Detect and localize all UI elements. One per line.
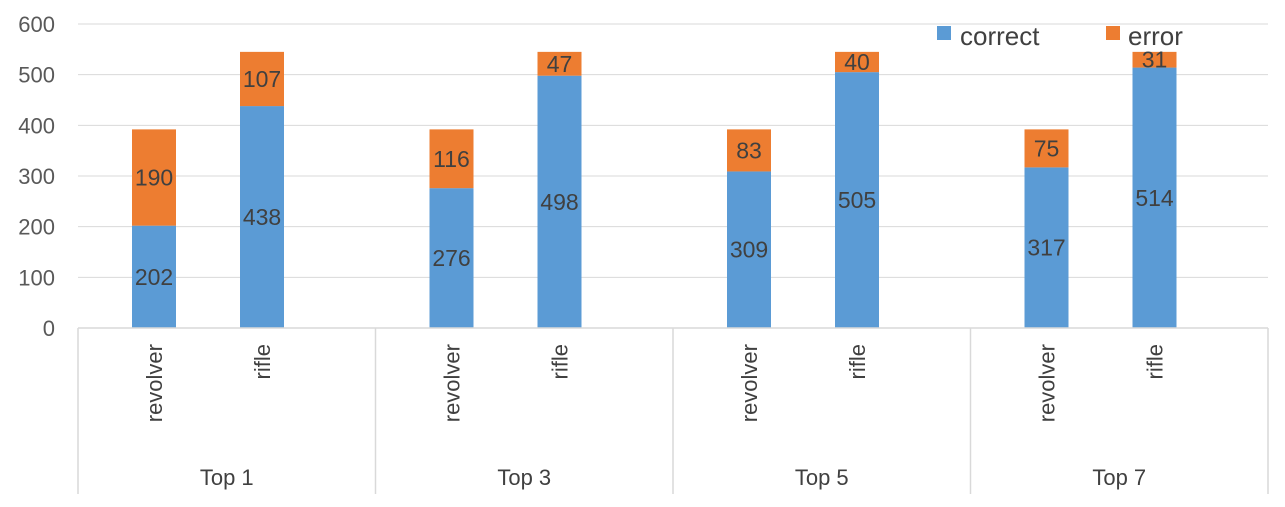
data-label: 190 xyxy=(135,165,173,191)
category-label: rifle xyxy=(548,344,573,379)
legend-label-error: error xyxy=(1128,21,1183,51)
y-tick-label: 0 xyxy=(43,316,55,341)
bar-correct xyxy=(835,72,879,328)
legend-swatch-correct xyxy=(937,26,951,40)
data-label: 276 xyxy=(432,245,470,271)
bar-error xyxy=(132,129,176,226)
category-label: rifle xyxy=(1143,344,1168,379)
group-label: Top 7 xyxy=(1092,465,1146,490)
y-tick-label: 500 xyxy=(18,63,55,88)
data-label: 498 xyxy=(540,189,578,215)
y-tick-label: 400 xyxy=(18,113,55,138)
bar-error xyxy=(727,129,771,172)
bar-error xyxy=(835,51,879,73)
data-label: 514 xyxy=(1135,185,1174,211)
legend-label-correct: correct xyxy=(960,21,1040,51)
data-labels: 202 190 438 107 276 116 498 47 309 83 505 40 317 75 51… xyxy=(135,47,1174,290)
data-label: 107 xyxy=(243,66,281,92)
data-label: 309 xyxy=(730,237,768,263)
x-axis: revolver rifle Top 1 revolver rifle Top 3 revo… xyxy=(77,327,1269,494)
group-label: Top 3 xyxy=(497,465,551,490)
data-label: 47 xyxy=(547,51,573,77)
bar-correct xyxy=(429,188,474,328)
bar-error xyxy=(1132,51,1177,68)
bar-correct xyxy=(132,225,176,328)
bar-error xyxy=(240,51,284,107)
category-label: revolver xyxy=(1035,344,1060,422)
bar-correct xyxy=(727,171,771,328)
legend-swatch-error xyxy=(1106,26,1120,40)
bars xyxy=(132,51,1177,329)
data-label: 438 xyxy=(243,204,281,230)
data-label: 202 xyxy=(135,264,173,290)
y-tick-label: 200 xyxy=(18,215,55,240)
bar-correct xyxy=(1024,167,1069,328)
y-tick-label: 100 xyxy=(18,265,55,290)
bar-error xyxy=(537,51,582,76)
group-label: Top 1 xyxy=(200,465,254,490)
category-label: rifle xyxy=(250,344,275,379)
bar-correct xyxy=(1132,67,1177,328)
group-label: Top 5 xyxy=(795,465,849,490)
category-label: revolver xyxy=(142,344,167,422)
data-label: 75 xyxy=(1034,135,1060,161)
bar-error xyxy=(429,129,474,189)
category-label: revolver xyxy=(440,344,465,422)
bar-correct xyxy=(240,106,284,328)
data-label: 116 xyxy=(433,146,470,172)
data-label: 83 xyxy=(736,137,762,163)
bar-error xyxy=(1024,129,1069,168)
y-tick-label: 600 xyxy=(18,12,55,37)
bar-correct xyxy=(537,75,582,329)
y-axis: 0 100 200 300 400 500 600 xyxy=(18,12,55,341)
y-tick-label: 300 xyxy=(18,164,55,189)
category-label: rifle xyxy=(845,344,870,379)
data-label: 40 xyxy=(844,49,870,75)
data-label: 505 xyxy=(838,187,876,213)
data-label: 317 xyxy=(1027,235,1065,261)
category-label: revolver xyxy=(737,344,762,422)
data-label: 31 xyxy=(1142,47,1168,73)
legend: correct error xyxy=(937,21,1183,51)
